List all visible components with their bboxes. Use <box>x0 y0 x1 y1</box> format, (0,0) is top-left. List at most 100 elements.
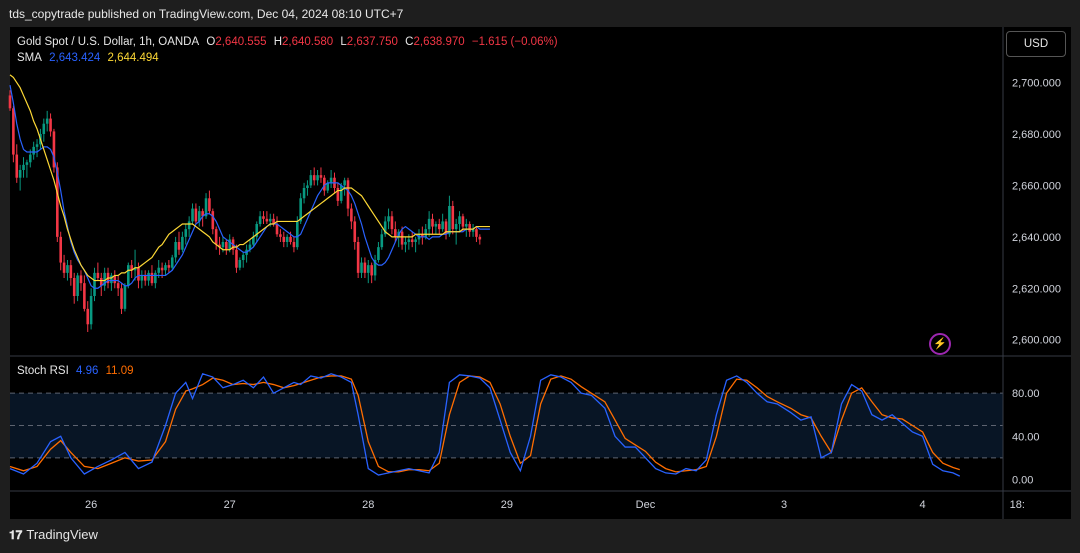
candle <box>25 159 29 178</box>
candle <box>113 270 117 289</box>
candle <box>49 113 52 137</box>
candle-body <box>116 283 120 289</box>
candle <box>366 260 370 284</box>
candle <box>181 231 184 253</box>
candle-body <box>123 285 127 309</box>
candle <box>62 254 66 278</box>
candle <box>380 229 384 250</box>
candle <box>177 231 181 255</box>
sma-label: SMA <box>17 52 42 64</box>
candle <box>258 211 262 227</box>
sma-slow-value: 2,644.494 <box>107 52 159 64</box>
candle <box>272 213 275 227</box>
candle-body <box>265 218 269 222</box>
candle-body <box>383 221 387 235</box>
stoch-tick-label: 80.00 <box>1012 388 1040 400</box>
candle-body <box>258 216 262 224</box>
candle-body <box>387 216 390 222</box>
candle-body <box>59 236 62 263</box>
candle <box>282 231 286 248</box>
candle <box>93 267 96 302</box>
sma-line <box>9 85 490 289</box>
candle-body <box>275 224 279 235</box>
candle <box>211 208 215 235</box>
time-tick-label: 4 <box>920 499 926 511</box>
candle <box>421 226 424 245</box>
candle-body <box>326 182 330 191</box>
candle <box>133 249 137 281</box>
candle-body <box>407 239 411 242</box>
candle-body <box>279 234 282 237</box>
candle-body <box>366 265 370 273</box>
candle <box>336 182 340 206</box>
candle <box>69 260 73 286</box>
candle <box>414 236 417 253</box>
candle-body <box>86 308 90 325</box>
candle <box>147 270 150 286</box>
candle <box>451 200 455 235</box>
candle-body <box>127 265 130 286</box>
publish-info: tds_copytrade published on TradingView.c… <box>9 7 404 21</box>
candle-body <box>181 236 184 250</box>
tradingview-footer[interactable]: 𝟏𝟕 TradingView <box>9 527 98 543</box>
candle-body <box>343 180 346 186</box>
candle-body <box>184 229 188 237</box>
candle-body <box>394 229 397 237</box>
candle-body <box>99 278 103 286</box>
candle-body <box>377 247 380 260</box>
price-legend: Gold Spot / U.S. Dollar, 1h, OANDA O2,64… <box>17 36 562 48</box>
high-label: H <box>273 36 283 48</box>
candle <box>59 231 62 271</box>
sma-legend[interactable]: SMA 2,643.424 2,644.494 <box>17 52 163 64</box>
candle-body <box>103 272 106 286</box>
candle <box>383 216 387 237</box>
candle <box>184 224 188 245</box>
candle-body <box>72 278 76 296</box>
candle <box>201 208 204 227</box>
candle-body <box>299 198 302 222</box>
candle <box>164 262 167 276</box>
candle <box>35 139 39 158</box>
candle <box>72 272 76 304</box>
candle <box>350 203 353 230</box>
candle-body <box>225 242 228 250</box>
stoch-d-value: 11.09 <box>105 365 134 377</box>
candle-body <box>143 275 147 281</box>
candle-body <box>350 208 353 222</box>
candle-body <box>130 265 133 271</box>
brand-name: TradingView <box>26 527 98 542</box>
candle <box>285 234 289 248</box>
candle <box>225 239 228 255</box>
lightning-icon[interactable]: ⚡ <box>929 333 951 355</box>
candle-body <box>296 221 299 248</box>
price-tick-label: 2,620.000 <box>1012 283 1061 295</box>
candle-body <box>147 272 150 281</box>
price-tick-label: 2,660.000 <box>1012 180 1061 192</box>
candle <box>262 211 265 224</box>
candle-body <box>336 188 340 201</box>
candle-body <box>56 167 59 237</box>
candle-body <box>471 229 475 232</box>
candle-body <box>410 239 414 242</box>
candle-body <box>272 218 275 224</box>
candle <box>404 236 407 253</box>
candle-body <box>478 236 482 240</box>
candle-body <box>262 216 265 219</box>
candle-body <box>62 262 66 273</box>
candle-body <box>448 206 451 235</box>
candle <box>89 288 93 330</box>
candle <box>83 275 86 312</box>
candle-body <box>32 146 35 155</box>
candle <box>167 260 171 273</box>
symbol-title: Gold Spot / U.S. Dollar, 1h, OANDA <box>17 36 200 48</box>
time-tick-label: 29 <box>501 499 513 511</box>
stoch-legend[interactable]: Stoch RSI 4.96 11.09 <box>17 365 138 377</box>
candle <box>444 218 448 240</box>
candle <box>194 203 198 224</box>
candle <box>390 211 394 235</box>
currency-button[interactable]: USD <box>1006 31 1066 57</box>
candle-body <box>282 236 286 242</box>
candle-body <box>15 154 19 178</box>
candle-body <box>302 188 306 199</box>
